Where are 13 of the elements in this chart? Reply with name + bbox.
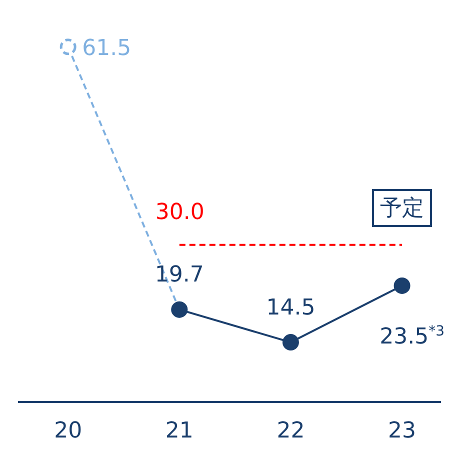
data-label: 14.5	[266, 295, 316, 320]
data-label: 23.5$^{*3}$	[380, 324, 444, 350]
point	[394, 277, 410, 294]
ref-line-label: 30.0	[155, 200, 204, 225]
x-tick-label: 22	[276, 418, 305, 444]
point	[60, 38, 76, 56]
data-label: 61.5	[82, 36, 132, 61]
annotation: 予定	[372, 189, 432, 227]
data-label: 19.7	[154, 262, 204, 288]
x-tick-label: 20	[54, 418, 82, 444]
x-tick-label: 23	[388, 418, 416, 444]
point	[282, 334, 299, 351]
x-tick-label: 21	[165, 418, 194, 444]
